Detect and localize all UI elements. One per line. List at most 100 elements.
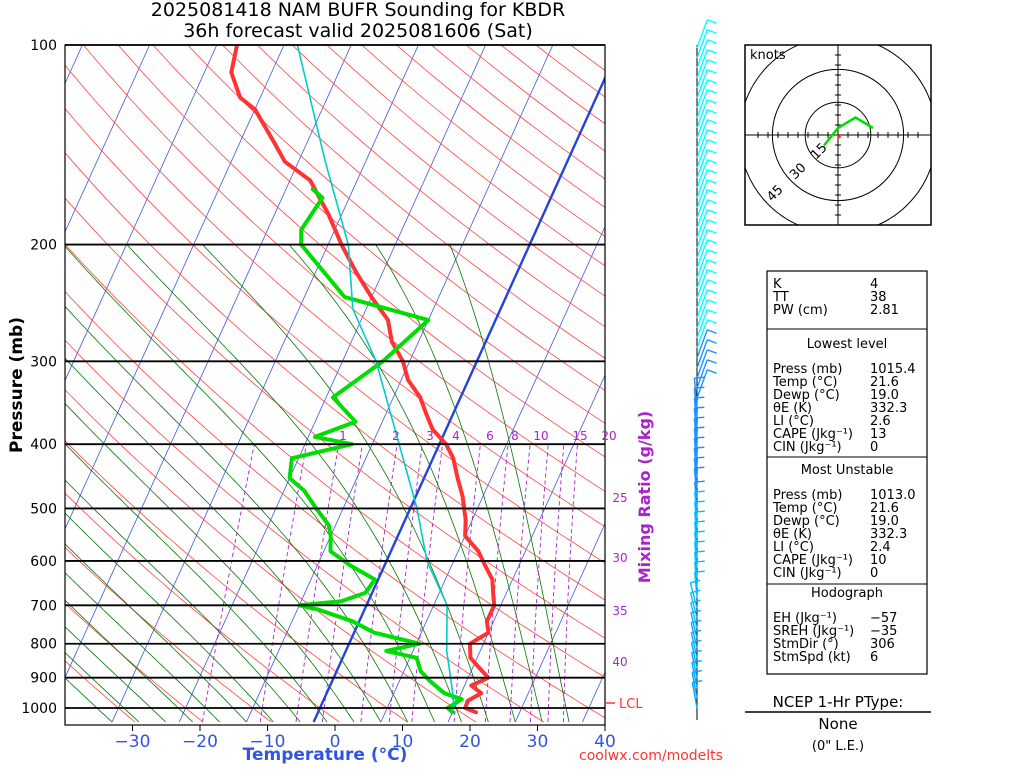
y-tick-label: 1000 (21, 701, 57, 717)
wind-barb-flag (694, 377, 704, 378)
dry-adiabat-line (0, 45, 680, 722)
index-value: 0 (870, 440, 878, 455)
mixing-ratio-label: 30 (612, 551, 627, 565)
hodograph-units-label: knots (750, 48, 786, 63)
wind-barb-flag (707, 90, 716, 93)
wind-barbs (690, 20, 716, 720)
lcl-label: LCL (619, 697, 643, 712)
plot-frame (65, 45, 605, 725)
mixing-ratio-line (203, 444, 255, 722)
wind-barb-flag (695, 541, 705, 542)
dry-adiabat-line (431, 45, 1024, 722)
wind-barb-flag (707, 370, 716, 373)
isotherm-line (45, 45, 351, 722)
wind-barb-flag (707, 20, 716, 23)
moist-adiabat-line (0, 245, 139, 722)
mixing-ratio-label: 15 (572, 429, 587, 443)
wind-barb-flag (695, 531, 705, 532)
dry-adiabat-line (0, 45, 339, 722)
x-tick-label: −20 (182, 732, 218, 752)
wind-barb-flag (694, 427, 704, 428)
isotherm-line (0, 45, 217, 722)
ptype-value: None (818, 715, 857, 733)
x-tick-label: 30 (527, 732, 549, 752)
wind-barb-flag (707, 230, 716, 233)
wind-barb-flag (707, 200, 716, 203)
y-tick-label: 100 (30, 38, 57, 54)
section-heading: Hodograph (811, 586, 883, 601)
chart-title: 2025081418 NAM BUFR Sounding for KBDR (151, 0, 565, 21)
wind-barb-flag (707, 30, 716, 33)
wind-barb-flag (707, 220, 716, 223)
wind-barb-flag (707, 50, 716, 53)
wind-barb-flag (694, 407, 704, 408)
x-axis-label: Temperature (°C) (243, 745, 408, 765)
mixing-ratio-axis-label: Mixing Ratio (g/kg) (635, 411, 654, 583)
ptype-accum: (0" L.E.) (812, 739, 864, 754)
index-label: PW (cm) (773, 303, 828, 318)
freezing-isotherm (314, 45, 620, 722)
wind-barb-flag (695, 481, 705, 482)
wind-barb-flag (707, 340, 716, 343)
footer-credit: coolwx.com/modelts (579, 748, 723, 764)
x-tick-label: −30 (115, 732, 151, 752)
mixing-ratio-label: 4 (452, 429, 460, 443)
y-tick-label: 500 (30, 501, 57, 517)
moist-adiabat-line (64, 245, 435, 722)
moist-adiabat-line (0, 245, 193, 722)
index-label: StmSpd (kt) (773, 650, 851, 665)
mixing-ratio-label: 2 (392, 429, 400, 443)
x-tick-label: 20 (459, 732, 481, 752)
dry-adiabat-line (0, 45, 748, 722)
mixing-ratio-line (531, 444, 549, 722)
wind-barb-flag (695, 571, 705, 572)
wind-barb-flag (695, 561, 705, 562)
wind-barb-flag (707, 250, 716, 253)
wind-barb-flag (707, 330, 716, 333)
wind-barb-flag (707, 120, 716, 123)
mixing-ratio-label: 3 (426, 429, 434, 443)
isotherm-line (448, 45, 754, 722)
moist-adiabat-line (0, 245, 166, 722)
wind-barb-flag (707, 290, 716, 293)
wind-barb-flag (707, 360, 716, 363)
mixing-ratio-label: 8 (511, 429, 519, 443)
mixing-ratio-label: 10 (533, 429, 548, 443)
y-tick-label: 300 (30, 354, 57, 370)
index-value: 2.81 (870, 303, 899, 318)
chart-subtitle: 36h forecast valid 2025081606 (Sat) (183, 20, 533, 42)
wind-barb-flag (694, 417, 704, 418)
wind-barb-flag (707, 80, 716, 83)
mixing-ratio-line (563, 444, 577, 722)
wind-barb-flag (694, 447, 704, 448)
mixing-ratio-label: 6 (486, 429, 494, 443)
wind-barb-flag (707, 180, 716, 183)
wind-barb-flag (694, 467, 704, 468)
index-label: CIN (Jkg⁻¹) (773, 440, 842, 455)
wind-barb-flag (707, 110, 716, 113)
mixing-ratio-line (361, 444, 397, 722)
y-tick-label: 400 (30, 437, 57, 453)
mixing-ratio-label: 35 (612, 604, 627, 618)
wind-barb-flag (707, 130, 716, 133)
mixing-ratio-line (510, 444, 530, 722)
index-label: CIN (Jkg⁻¹) (773, 566, 842, 581)
ptype-title: NCEP 1-Hr PType: (773, 693, 904, 711)
index-value: 0 (870, 566, 878, 581)
mixing-ratio-line (389, 444, 422, 722)
moist-adiabat-line (11, 245, 408, 722)
mixing-ratio-label: 25 (612, 491, 627, 505)
wind-barb-flag (707, 320, 716, 323)
dry-adiabat-line (0, 45, 271, 722)
index-value: 6 (870, 650, 878, 665)
wind-barb-flag (707, 310, 716, 313)
dry-adiabat-line (0, 45, 612, 722)
mixing-ratio-label: 1 (339, 429, 347, 443)
mixing-ratio-line (548, 444, 564, 722)
wind-barb-flag (707, 350, 716, 353)
isotherm-line (112, 45, 418, 722)
wind-barb-flag (707, 190, 716, 193)
wind-barb-flag (707, 170, 716, 173)
